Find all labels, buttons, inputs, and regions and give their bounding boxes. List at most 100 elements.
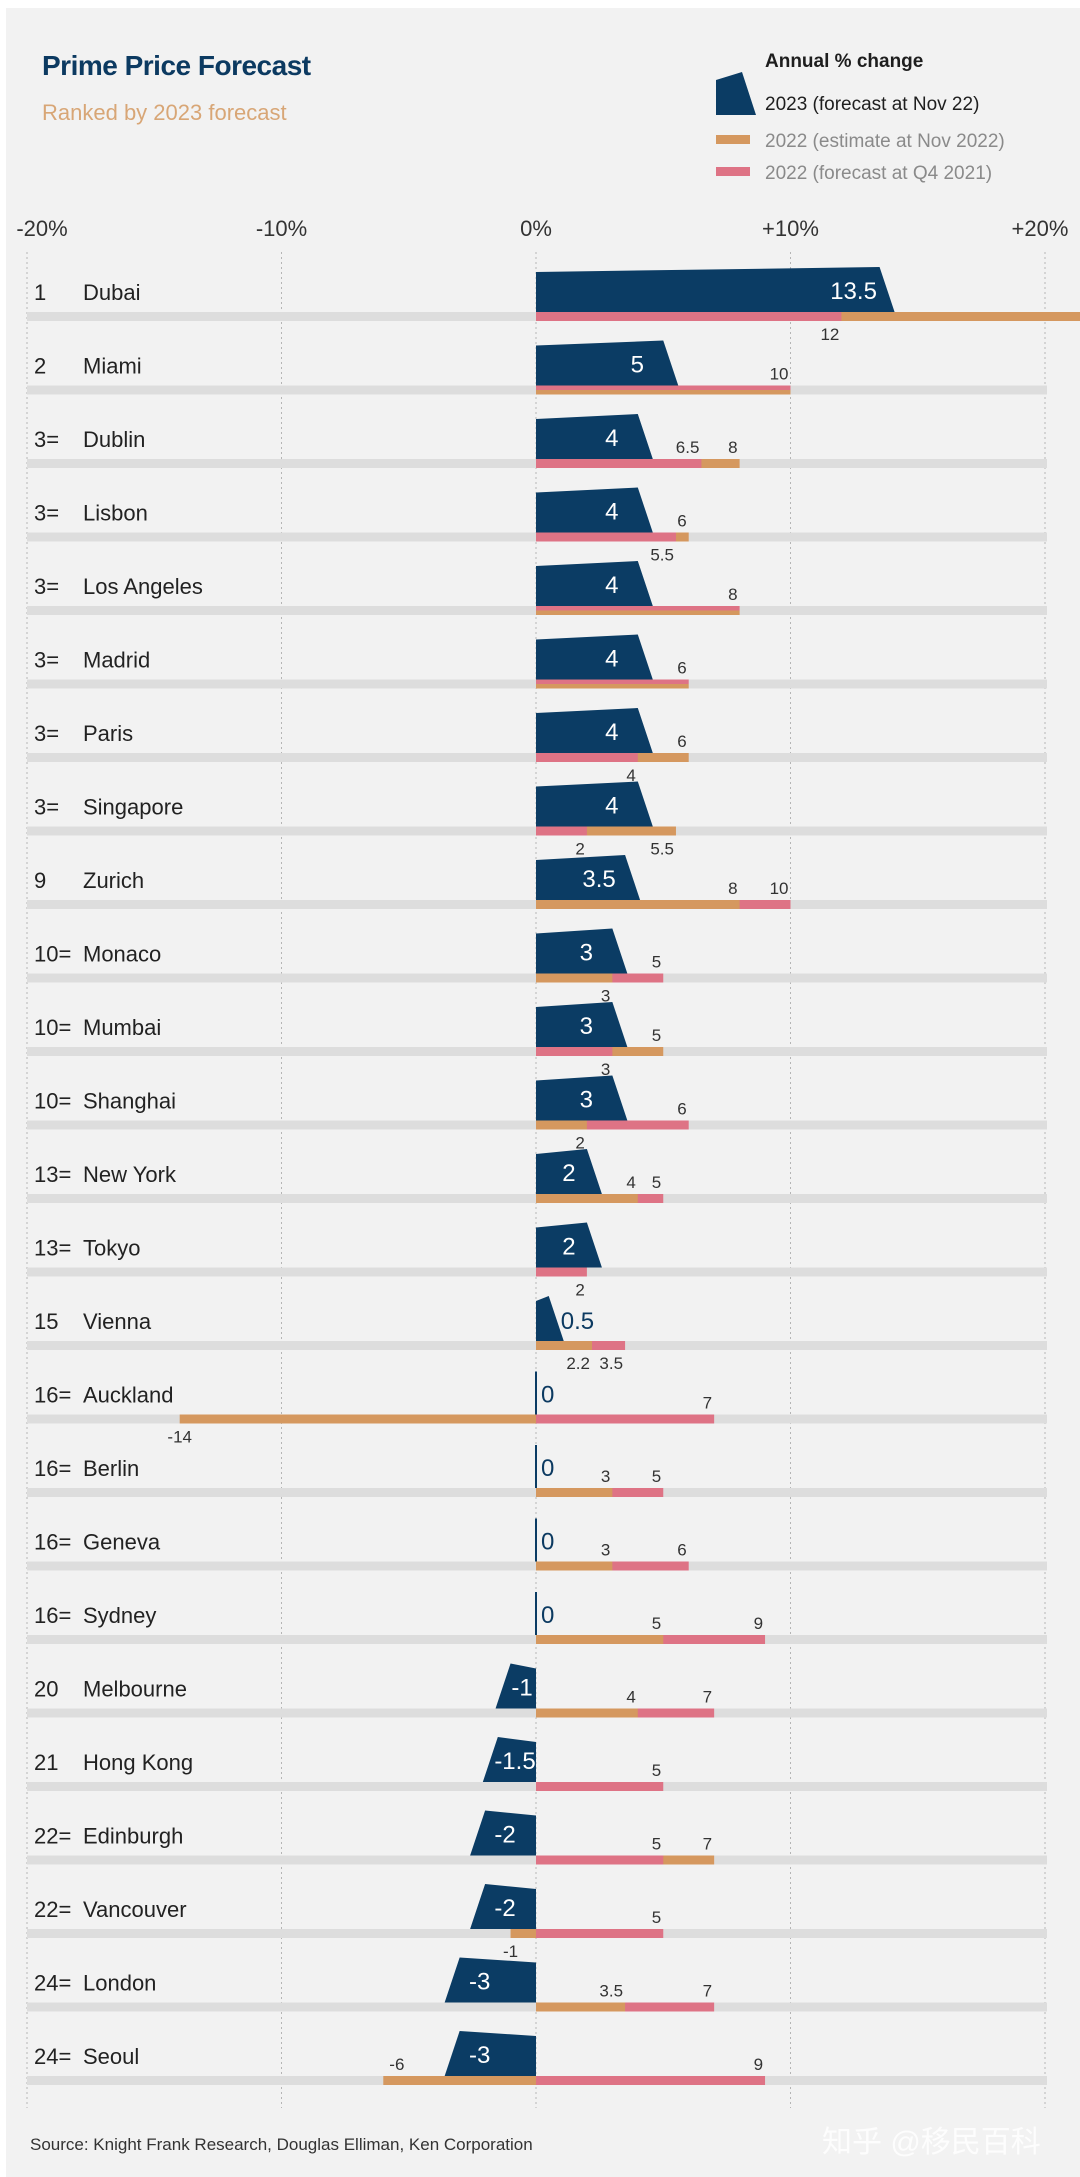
estimate-2022-bar <box>383 2076 536 2085</box>
city-label: Monaco <box>83 942 161 967</box>
row-edinburgh: 22= Edinburgh 7 5 -2 <box>27 1810 1047 1865</box>
estimate-2022-bar <box>536 1341 592 1350</box>
chart-subtitle: Ranked by 2023 forecast <box>42 100 287 125</box>
forecast-2022-label: 4 <box>626 766 635 785</box>
estimate-2022-label: 3.5 <box>599 1982 623 2001</box>
city-label: Vancouver <box>83 1897 187 1922</box>
forecast-2023-bar <box>535 1445 537 1488</box>
city-label: Vienna <box>83 1309 152 1334</box>
estimate-2022-label: -6 <box>389 2055 404 2074</box>
forecast-2023-label: -3 <box>469 1969 490 1996</box>
city-label: Tokyo <box>83 1236 140 1261</box>
legend-swatch-forecast-2022 <box>716 167 750 176</box>
forecast-2023-bar <box>536 1002 628 1047</box>
forecast-2022-label: 5.5 <box>650 546 674 565</box>
rank-label: 10= <box>34 1015 71 1040</box>
row-madrid: 3= Madrid 6 4 <box>27 634 1047 689</box>
estimate-2022-label: 8 <box>728 879 737 898</box>
forecast-2022-label: 9 <box>754 1614 763 1633</box>
forecast-2022-label: 5 <box>652 1835 661 1854</box>
forecast-2023-bar <box>536 340 679 386</box>
rank-label: 24= <box>34 1971 71 1996</box>
rank-label: 16= <box>34 1456 71 1481</box>
estimate-2022-bar <box>536 390 791 395</box>
forecast-2022-bar <box>536 1267 587 1277</box>
forecast-2023-bar <box>495 1663 536 1709</box>
legend-label-2023: 2023 (forecast at Nov 22) <box>765 94 979 115</box>
city-label: Lisbon <box>83 501 148 526</box>
forecast-2023-label: 5 <box>631 352 644 379</box>
estimate-2022-label: 2 <box>575 1134 584 1153</box>
row-seoul: 24= Seoul -6 9 -3 <box>27 2031 1047 2085</box>
row-los-angeles: 3= Los Angeles 8 4 <box>27 561 1047 615</box>
city-label: New York <box>83 1162 177 1187</box>
legend-label-forecast-2022: 2022 (forecast at Q4 2021) <box>765 163 992 184</box>
city-label: Edinburgh <box>83 1824 183 1849</box>
forecast-2022-bar <box>536 826 587 836</box>
row-singapore: 3= Singapore 5.5 2 4 <box>27 781 1047 859</box>
forecast-2022-label: 2 <box>575 840 584 859</box>
forecast-2022-label: 5 <box>652 1908 661 1927</box>
estimate-2022-label: 8 <box>728 438 737 457</box>
rank-label: 16= <box>34 1603 71 1628</box>
row-new-york: 13= New York 4 5 2 <box>27 1149 1047 1203</box>
forecast-2023-bar <box>536 267 895 312</box>
legend: Annual % change 2023 (forecast at Nov 22… <box>716 51 1005 184</box>
forecast-2023-label: 3.5 <box>582 866 615 893</box>
forecast-2022-bar <box>536 1855 664 1865</box>
forecast-2023-bar <box>482 1737 536 1782</box>
row-vancouver: 22= Vancouver -1 5 -2 <box>27 1884 1047 1961</box>
forecast-2023-label: -1.5 <box>494 1748 535 1775</box>
x-tick-label: +10% <box>762 216 819 241</box>
source-note: Source: Knight Frank Research, Douglas E… <box>30 2135 533 2154</box>
forecast-2022-label: 9 <box>754 2055 763 2074</box>
rank-label: 22= <box>34 1897 71 1922</box>
row-vienna: 15 Vienna 2.2 3.5 0.5 <box>27 1296 1047 1373</box>
estimate-2022-label: 3 <box>601 1467 610 1486</box>
forecast-2023-bar <box>535 1592 537 1635</box>
forecast-2023-label: 4 <box>605 646 618 673</box>
forecast-2023-label: 4 <box>605 499 618 526</box>
row-tokyo: 13= Tokyo 2 2 <box>27 1222 1047 1300</box>
forecast-2023-bar <box>535 1518 537 1562</box>
forecast-2023-label: -1 <box>511 1675 532 1702</box>
rank-label: 3= <box>34 721 59 746</box>
estimate-2022-label: 6 <box>677 732 686 751</box>
rank-label: 1 <box>34 280 46 305</box>
estimate-2022-label: 3 <box>601 1541 610 1560</box>
forecast-2023-bar <box>536 781 653 827</box>
estimate-2022-bar <box>536 2002 626 2012</box>
row-berlin: 16= Berlin 3 5 0 <box>27 1445 1047 1497</box>
forecast-2022-label: 3 <box>601 1060 610 1079</box>
x-tick-label: -20% <box>16 216 67 241</box>
legend-label-estimate-2022: 2022 (estimate at Nov 2022) <box>765 131 1005 152</box>
estimate-2022-label: -1 <box>503 1942 518 1961</box>
city-label: Dubai <box>83 280 140 305</box>
rank-label: 3= <box>34 648 59 673</box>
rank-label: 22= <box>34 1824 71 1849</box>
forecast-2023-label: 2 <box>562 1160 575 1187</box>
forecast-2022-label: 6.5 <box>676 438 700 457</box>
city-label: Hong Kong <box>83 1750 193 1775</box>
forecast-2022-bar <box>536 606 740 611</box>
forecast-2022-bar <box>536 312 842 321</box>
row-melbourne: 20 Melbourne 4 7 -1 <box>27 1663 1047 1718</box>
forecast-2022-label: 10 <box>770 879 789 898</box>
estimate-2022-label: 5 <box>652 1026 661 1045</box>
estimate-2022-bar <box>536 900 740 909</box>
forecast-2023-label: 3 <box>580 940 593 967</box>
estimate-2022-bar <box>510 1929 536 1938</box>
forecast-2023-bar <box>536 708 653 753</box>
forecast-2022-label: 6 <box>677 1541 686 1560</box>
forecast-2022-bar <box>536 2076 766 2085</box>
forecast-2023-bar <box>470 1810 536 1856</box>
chart-title: Prime Price Forecast <box>42 50 311 81</box>
forecast-2023-bar <box>536 561 653 606</box>
forecast-2022-label: 12 <box>820 325 839 344</box>
row-hong-kong: 21 Hong Kong 5 -1.5 <box>27 1737 1047 1791</box>
gridlines <box>26 252 1046 2108</box>
row-dubai: 1 Dubai 12 13.5 <box>27 267 1080 344</box>
forecast-2022-bar <box>536 459 702 468</box>
city-label: Singapore <box>83 795 183 820</box>
